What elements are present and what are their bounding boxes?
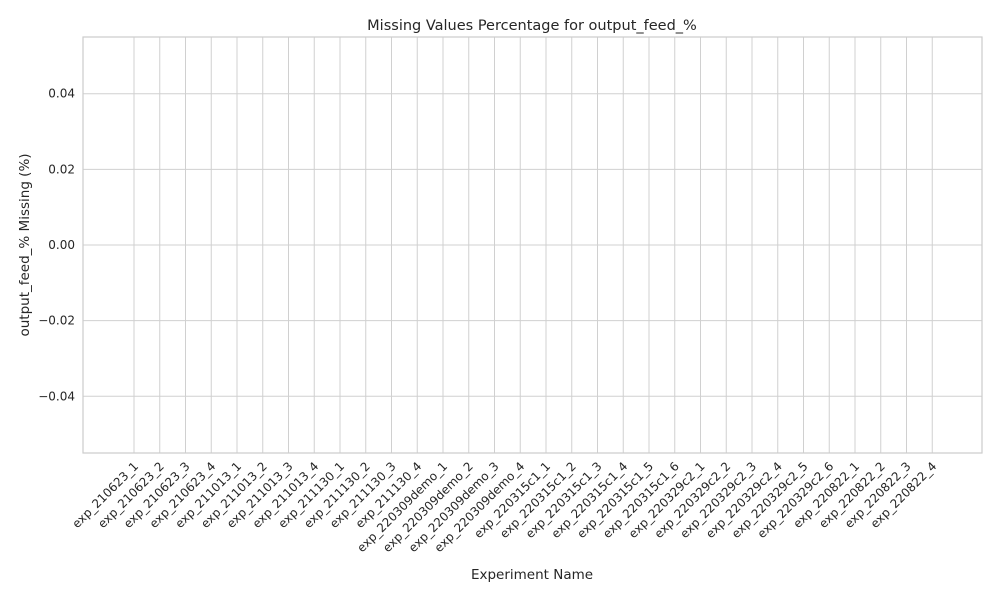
y-tick-label: −0.04 (38, 389, 75, 403)
y-axis-label: output_feed_% Missing (%) (17, 153, 33, 336)
y-tick-label: 0.04 (48, 87, 75, 101)
y-tick-label: 0.00 (48, 238, 75, 252)
x-tick-labels: exp_210623_1exp_210623_2exp_210623_3exp_… (69, 459, 939, 555)
y-tick-label: −0.02 (38, 314, 75, 328)
y-tick-labels: −0.04 −0.02 0.00 0.02 0.04 (38, 87, 75, 404)
x-gridlines (133, 37, 933, 453)
y-gridlines (83, 93, 982, 397)
chart-title: Missing Values Percentage for output_fee… (367, 18, 697, 34)
y-tick-label: 0.02 (48, 162, 75, 176)
plot-frame (82, 36, 983, 454)
x-axis-label: Experiment Name (471, 567, 593, 583)
